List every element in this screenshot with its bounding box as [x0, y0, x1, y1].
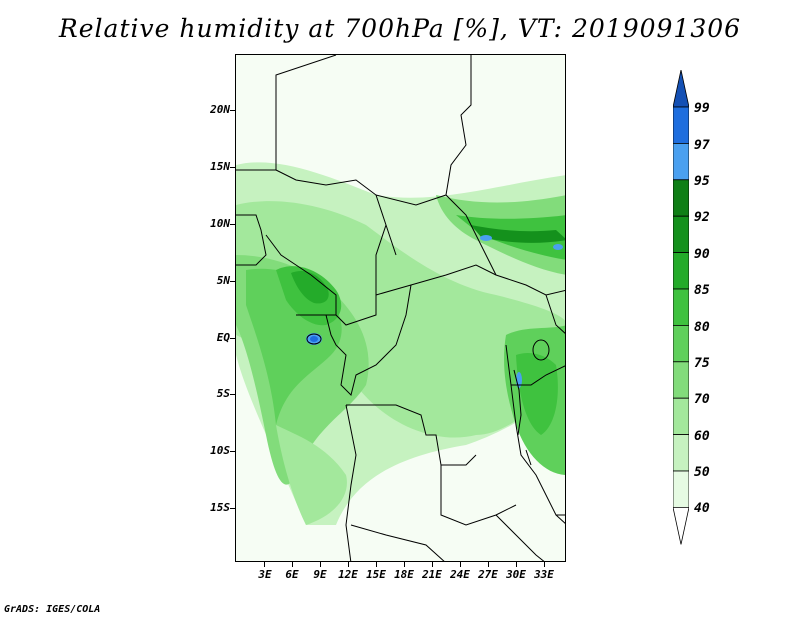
lat-tick [230, 224, 235, 225]
lat-label-eq: EQ [216, 331, 230, 344]
colorbar-label-70: 70 [694, 392, 710, 407]
colorbar-lower-tip [673, 507, 689, 545]
lat-label-10s: 10S [210, 444, 230, 457]
lon-label-18e: 18E [394, 568, 414, 581]
lon-label-33e: 33E [534, 568, 554, 581]
colorbar-label-40: 40 [694, 501, 710, 516]
colorbar-swatch [673, 397, 689, 436]
lon-tick [488, 562, 489, 567]
lat-label-15s: 15S [210, 501, 230, 514]
lon-label-27e: 27E [478, 568, 498, 581]
lat-tick [230, 338, 235, 339]
lat-tick [230, 110, 235, 111]
lat-tick [230, 451, 235, 452]
lon-label-21e: 21E [422, 568, 442, 581]
colorbar-label-92: 92 [694, 210, 710, 225]
colorbar-label-97: 97 [694, 138, 710, 153]
lat-tick [230, 167, 235, 168]
lat-label-15n: 15N [210, 160, 230, 173]
lon-label-3e: 3E [258, 568, 272, 581]
lon-tick [432, 562, 433, 567]
map-panel [235, 54, 566, 562]
colorbar-label-50: 50 [694, 465, 710, 480]
lat-tick [230, 394, 235, 395]
lat-label-5s: 5S [216, 387, 230, 400]
lon-tick [348, 562, 349, 567]
colorbar-swatch [673, 179, 689, 217]
lon-tick [516, 562, 517, 567]
lon-label-15e: 15E [366, 568, 386, 581]
colorbar-label-85: 85 [694, 283, 710, 298]
lon-tick [376, 562, 377, 567]
colorbar-label-75: 75 [694, 356, 710, 371]
lat-label-20n: 20N [210, 103, 230, 116]
colorbar-swatch [673, 252, 689, 290]
colorbar-swatch [673, 143, 689, 181]
colorbar-label-99: 99 [694, 101, 710, 116]
lon-tick [544, 562, 545, 567]
colorbar-label-80: 80 [694, 320, 710, 335]
colorbar-upper-tip [673, 70, 689, 108]
lon-tick [320, 562, 321, 567]
lat-label-5n: 5N [216, 274, 230, 287]
colorbar-label-95: 95 [694, 174, 710, 189]
colorbar-swatch [673, 361, 689, 399]
lon-label-12e: 12E [338, 568, 358, 581]
lon-label-9e: 9E [313, 568, 327, 581]
colorbar-swatch [673, 470, 689, 508]
lon-label-30e: 30E [506, 568, 526, 581]
humidity-map [236, 55, 565, 561]
colorbar-swatch [673, 106, 689, 144]
colorbar [673, 70, 689, 545]
grads-credit: GrADS: IGES/COLA [4, 604, 101, 615]
colorbar-swatch [673, 215, 689, 253]
lon-label-24e: 24E [450, 568, 470, 581]
colorbar-swatch [673, 434, 689, 472]
lon-tick [460, 562, 461, 567]
colorbar-label-60: 60 [694, 429, 710, 444]
lon-label-6e: 6E [285, 568, 299, 581]
lat-tick [230, 508, 235, 509]
lon-tick [404, 562, 405, 567]
lat-tick [230, 281, 235, 282]
plot-title: Relative humidity at 700hPa [%], VT: 201… [58, 14, 742, 43]
colorbar-label-90: 90 [694, 247, 710, 262]
lat-label-10n: 10N [210, 217, 230, 230]
colorbar-swatch [673, 324, 689, 363]
lon-tick [264, 562, 265, 567]
lon-tick [292, 562, 293, 567]
colorbar-swatch [673, 288, 689, 326]
